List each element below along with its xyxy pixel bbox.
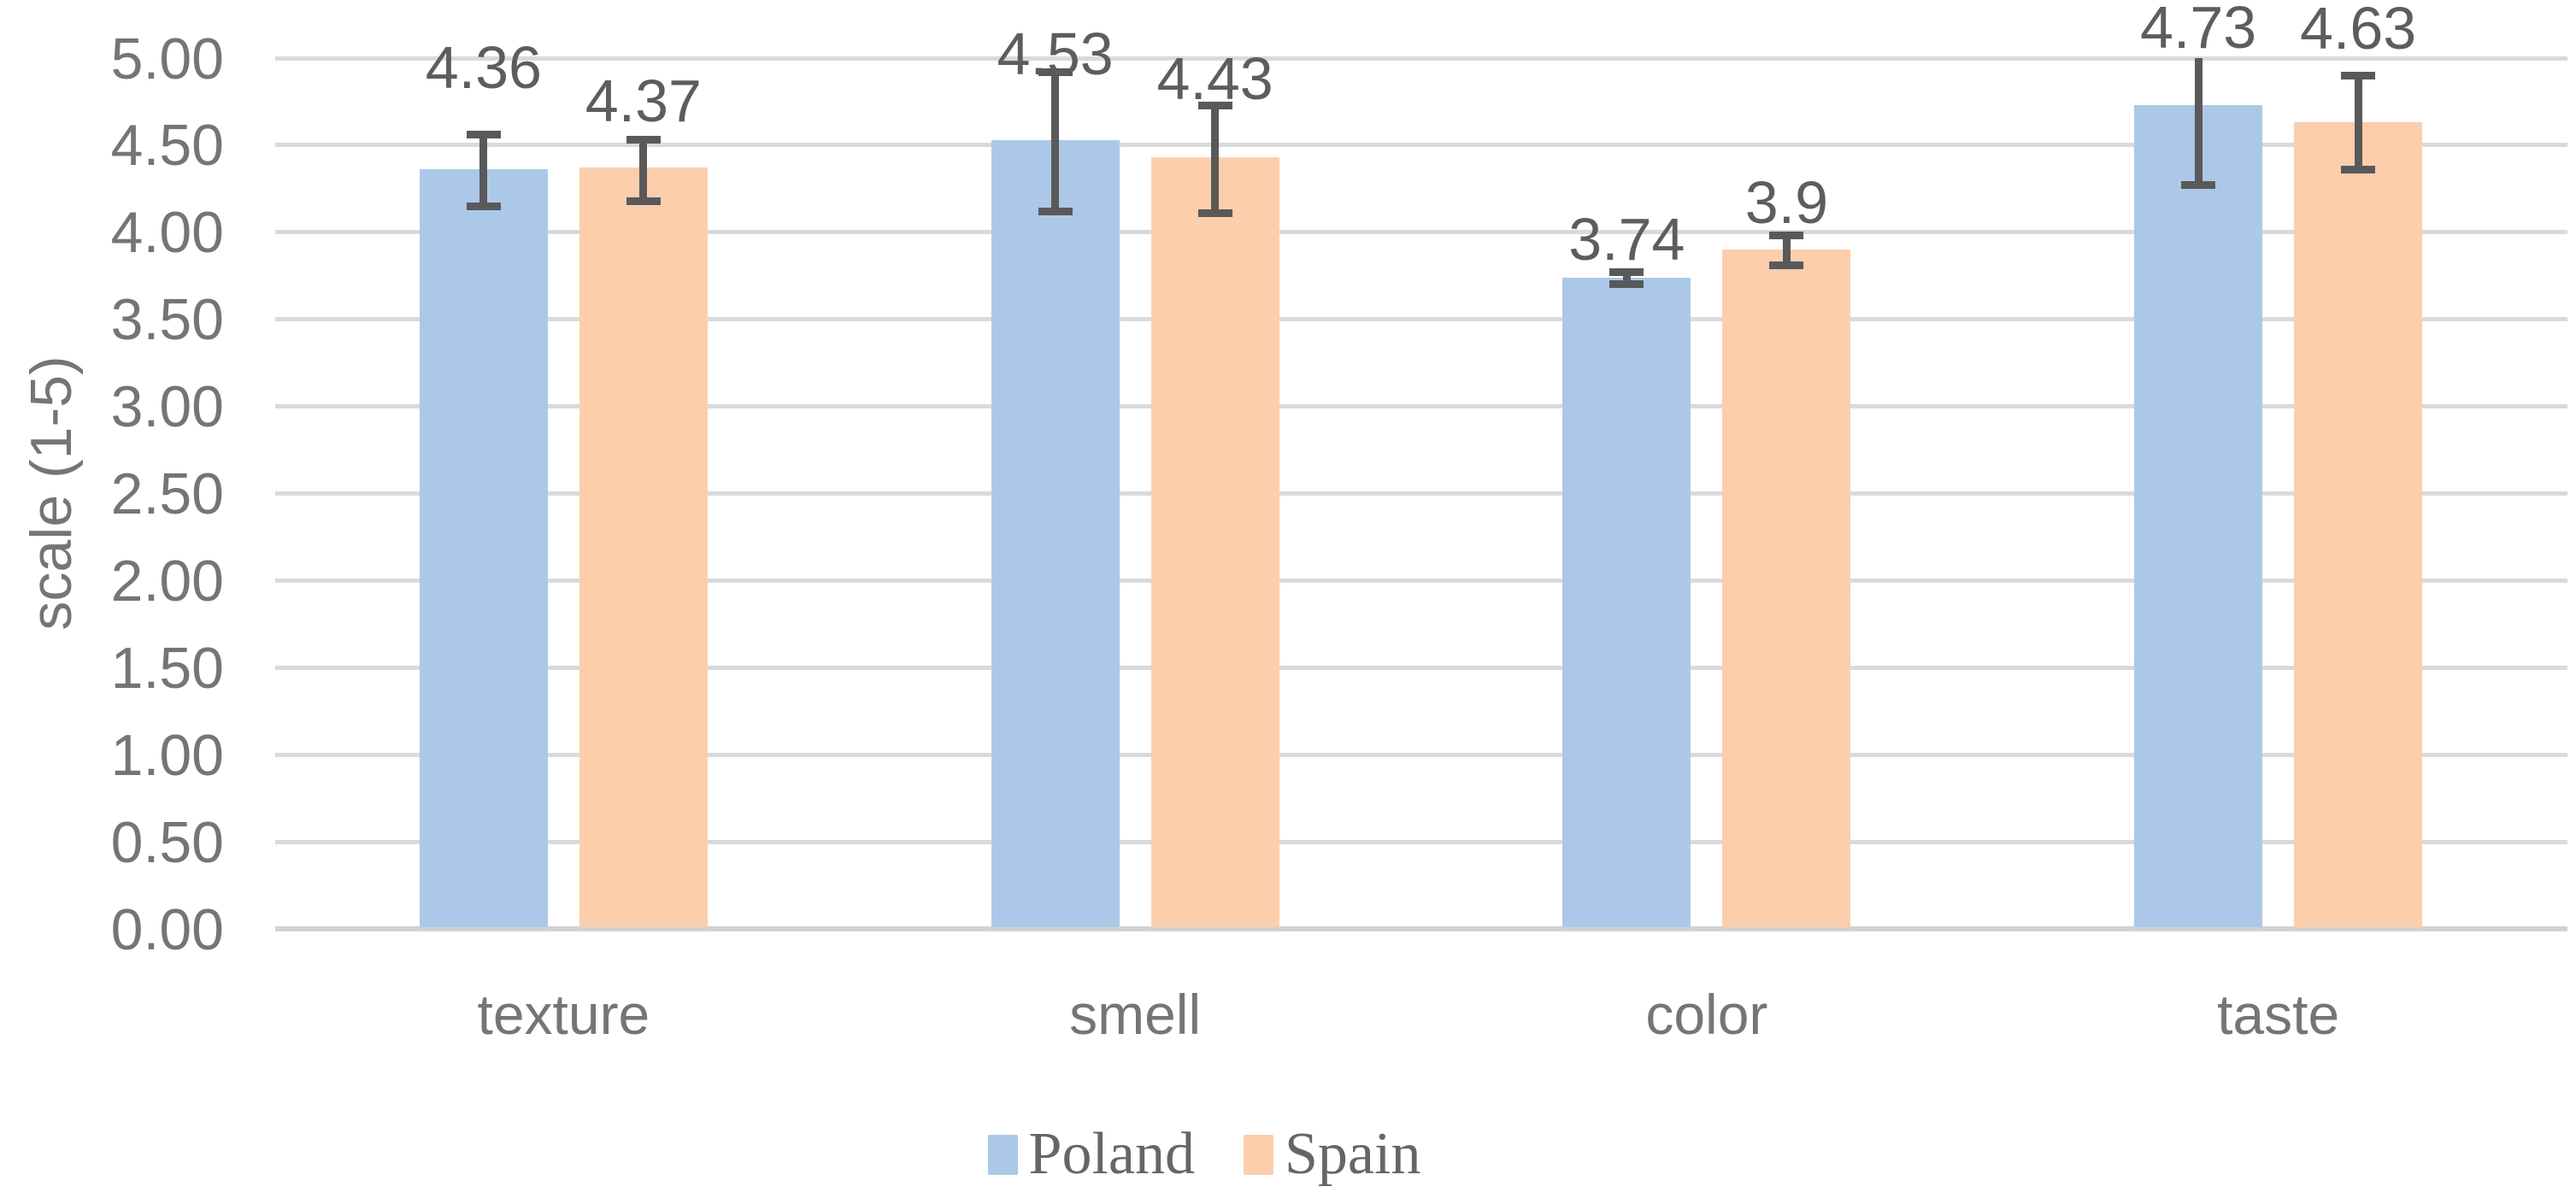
error-bar-cap-bottom: [2181, 181, 2216, 190]
y-tick-label: 3.00: [110, 374, 224, 440]
legend-item-poland: Poland: [987, 1121, 1195, 1187]
error-bar-line: [1051, 72, 1060, 212]
gridline: [275, 56, 2567, 61]
error-bar-line: [2354, 75, 2362, 170]
legend-label: Poland: [1028, 1121, 1195, 1187]
legend-item-spain: Spain: [1244, 1125, 1420, 1184]
bar-spain-color: [1722, 250, 1851, 927]
legend-label: Spain: [1285, 1121, 1421, 1187]
y-tick-label: 2.00: [110, 548, 224, 614]
error-bar-line: [1782, 235, 1791, 266]
bar-poland-smell: [991, 139, 1120, 927]
y-tick-label: 5.00: [110, 26, 224, 91]
error-bar-cap-bottom: [1769, 261, 1804, 270]
x-axis-line: [275, 926, 2567, 931]
gridline: [275, 578, 2567, 583]
bar-poland-texture: [419, 169, 548, 927]
error-bar-cap-top: [466, 131, 501, 139]
category-label-color: color: [1645, 983, 1768, 1046]
data-label: 4.43: [1156, 45, 1273, 113]
data-label: 4.73: [2140, 0, 2257, 61]
legend: Poland Spain: [0, 1125, 2576, 1184]
error-bar-cap-top: [2341, 71, 2376, 79]
error-bar-line: [2194, 58, 2203, 185]
bar-poland-taste: [2134, 105, 2263, 927]
bar-poland-color: [1562, 277, 1691, 927]
error-bar-cap-bottom: [1197, 208, 1232, 217]
legend-swatch-poland: [987, 1134, 1018, 1175]
error-bar-line: [479, 134, 488, 207]
y-tick-label: 4.00: [110, 200, 224, 266]
error-bar-line: [1211, 105, 1220, 214]
y-tick-label: 2.50: [110, 461, 224, 526]
error-bar-cap-bottom: [626, 197, 661, 205]
y-tick-label: 4.50: [110, 113, 224, 179]
y-tick-label: 1.00: [110, 722, 224, 788]
error-bar-cap-top: [626, 136, 661, 144]
gridline: [275, 491, 2567, 496]
data-label: 3.9: [1744, 168, 1829, 236]
error-bar-cap-top: [1609, 268, 1644, 277]
y-tick-label: 0.50: [110, 809, 224, 875]
gridline: [275, 665, 2567, 670]
gridline: [275, 752, 2567, 757]
data-label: 4.63: [2300, 0, 2417, 62]
error-bar-cap-top: [1769, 232, 1804, 240]
error-bar-cap-top: [1197, 101, 1232, 109]
y-tick-label: 0.00: [110, 896, 224, 962]
error-bar-line: [1622, 272, 1631, 285]
data-label: 4.53: [997, 21, 1114, 88]
error-bar-cap-bottom: [1038, 207, 1073, 215]
bar-spain-smell: [1150, 157, 1279, 927]
data-label: 4.37: [585, 67, 702, 134]
data-label: 4.36: [425, 33, 542, 101]
y-tick-label: 3.50: [110, 287, 224, 353]
y-tick-label: 1.50: [110, 635, 224, 701]
error-bar-cap-bottom: [1609, 280, 1644, 289]
gridline: [275, 317, 2567, 322]
error-bar-cap-bottom: [466, 202, 501, 210]
bar-spain-taste: [2294, 122, 2423, 927]
bar-spain-texture: [579, 167, 708, 927]
error-bar-line: [639, 139, 648, 202]
category-label-texture: texture: [477, 983, 650, 1046]
gridline: [275, 230, 2567, 235]
category-label-taste: taste: [2217, 983, 2340, 1046]
error-bar-cap-top: [1038, 68, 1073, 76]
gridline: [275, 404, 2567, 409]
gridline: [275, 839, 2567, 844]
legend-items: Poland Spain: [987, 1121, 1420, 1187]
category-label-smell: smell: [1069, 983, 1202, 1046]
data-label: 3.74: [1568, 205, 1685, 273]
gridline: [275, 143, 2567, 148]
error-bar-cap-bottom: [2341, 165, 2376, 173]
legend-swatch-spain: [1244, 1134, 1273, 1175]
